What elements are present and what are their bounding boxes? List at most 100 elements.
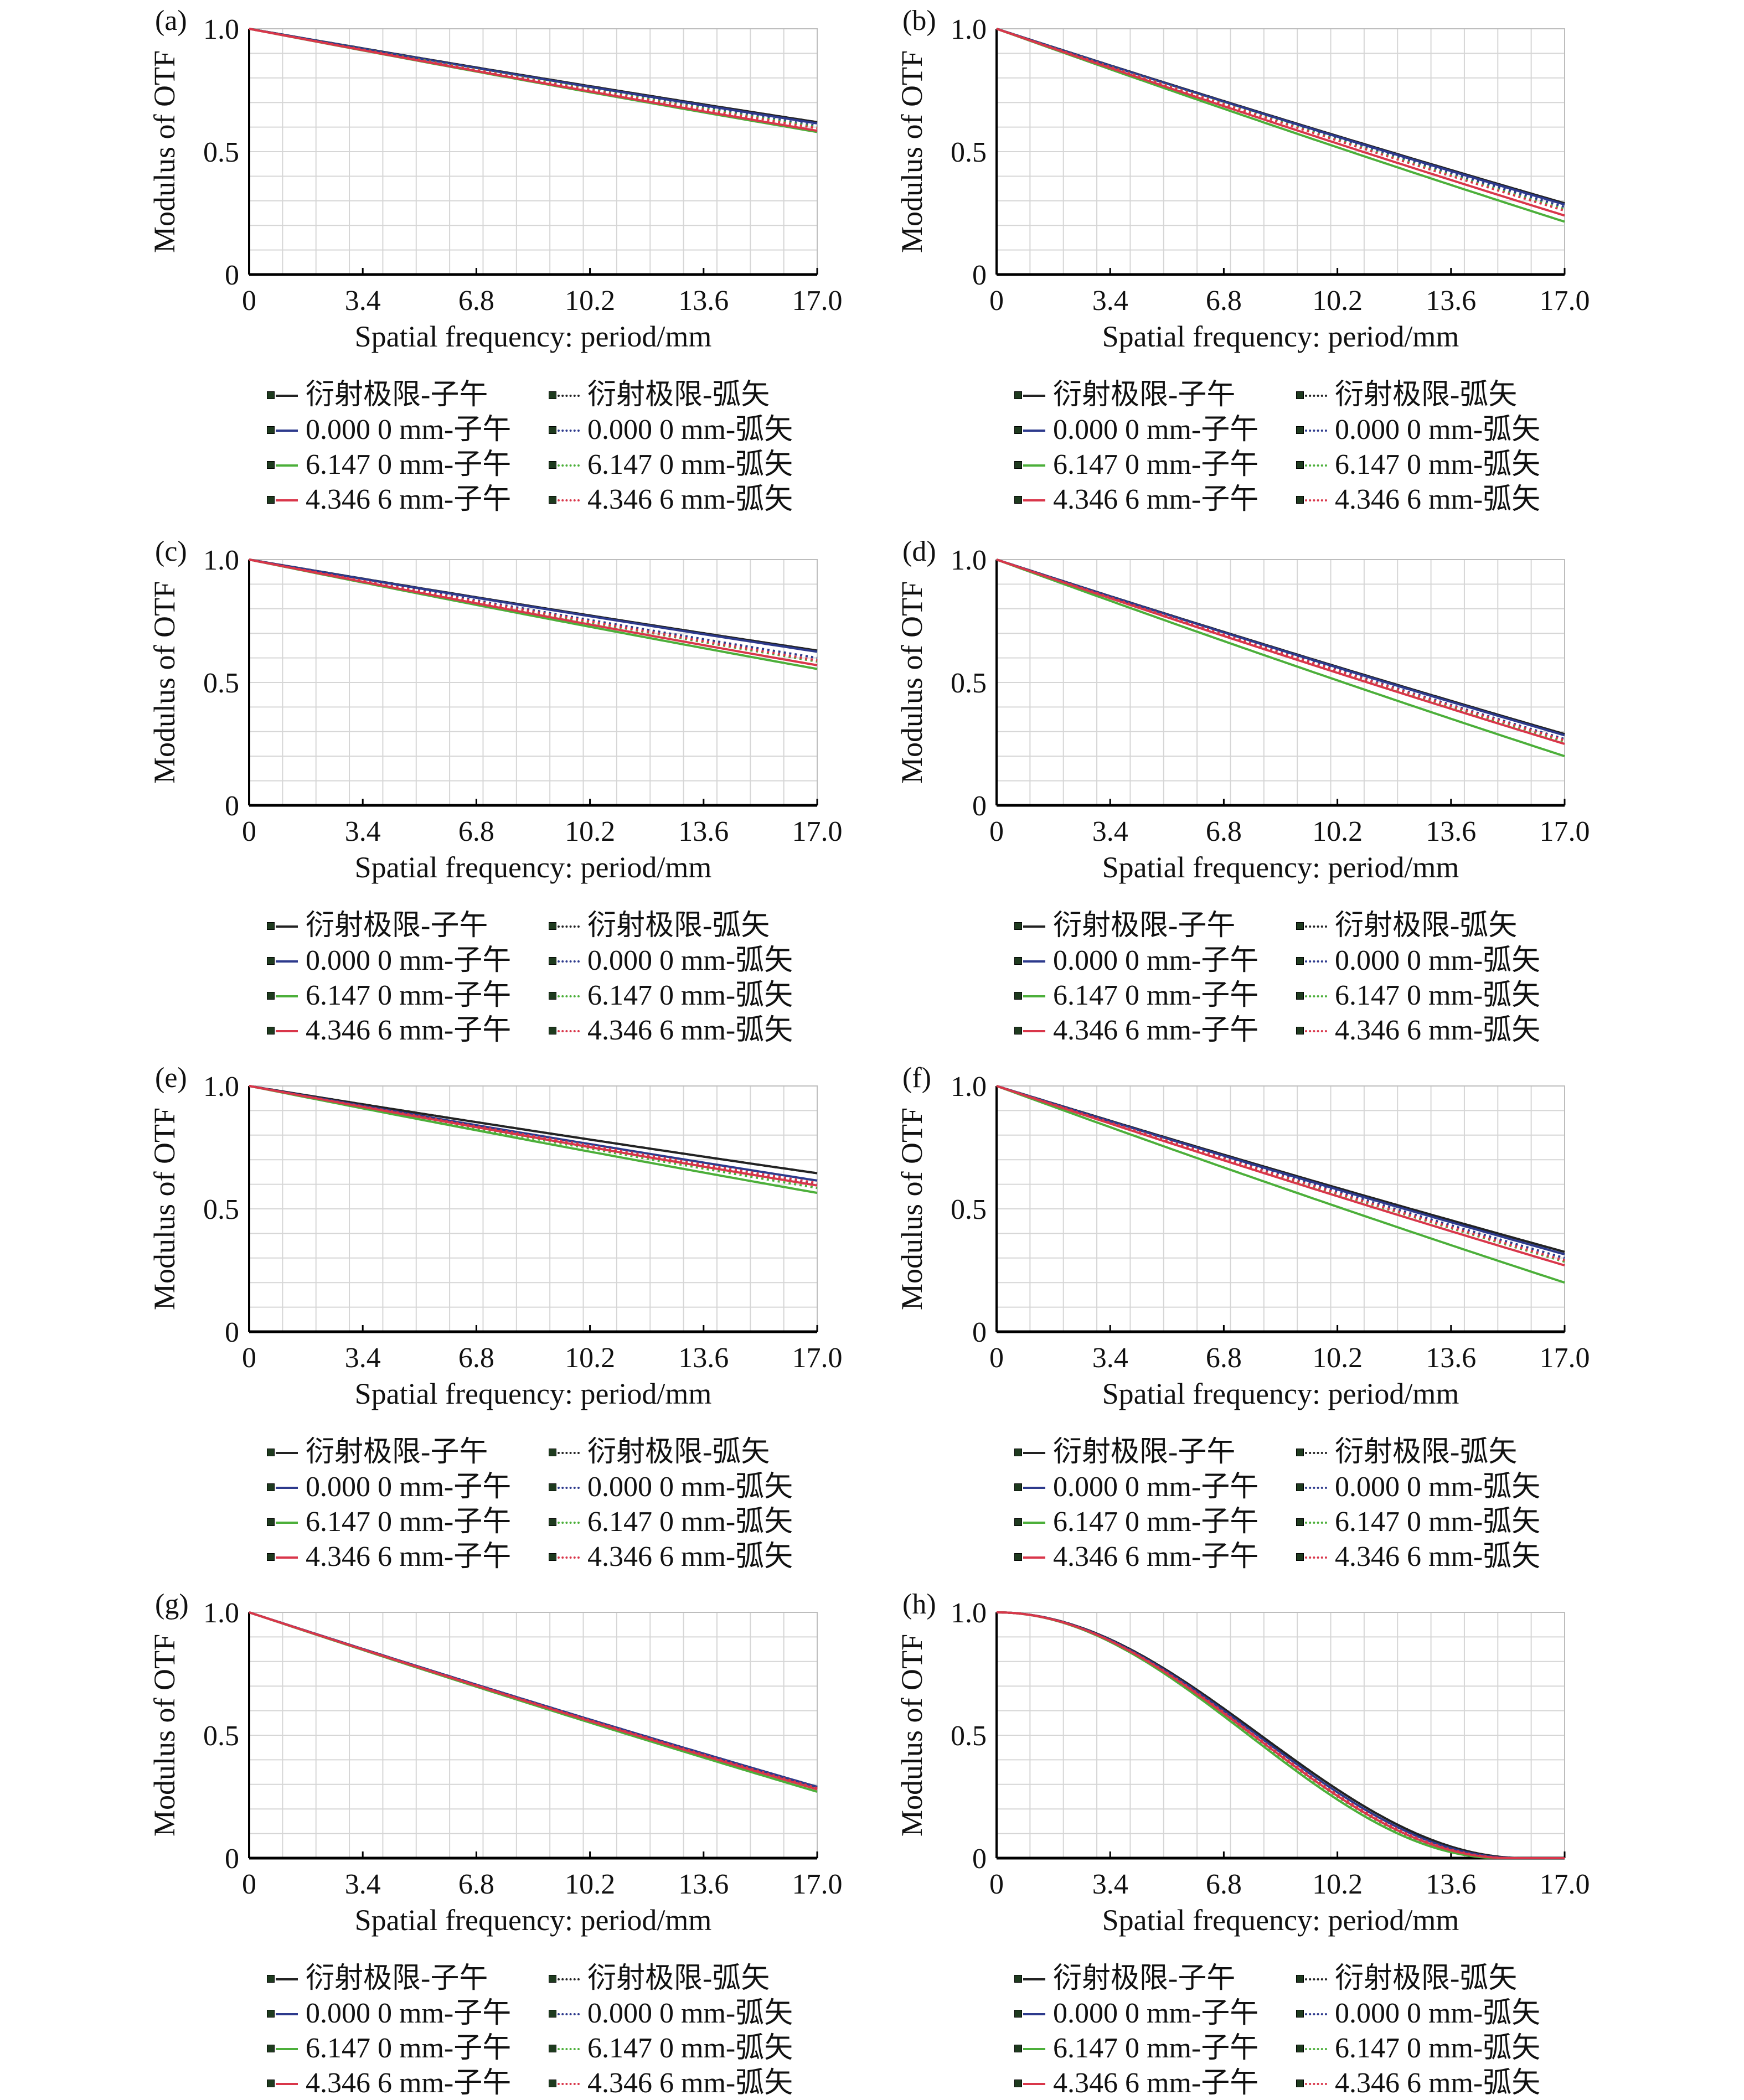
y-tick-label: 0 xyxy=(972,1843,987,1875)
legend-entry: 0.000 0 mm-子午 xyxy=(265,944,511,977)
legend-swatch-icon xyxy=(546,379,582,412)
legend-entry: 衍射极限-子午 xyxy=(1012,909,1235,943)
legend-label: 0.000 0 mm-子午 xyxy=(1053,414,1259,446)
legend-entry: 衍射极限-弧矢 xyxy=(1294,1962,1517,1995)
legend-swatch-icon xyxy=(265,1540,300,1574)
legend-swatch-icon xyxy=(1294,1014,1329,1047)
x-tick-label: 13.6 xyxy=(1426,816,1476,847)
y-tick-label: 1.0 xyxy=(203,1071,239,1103)
y-axis-title: Modulus of OTF xyxy=(148,581,181,784)
y-tick-label: 1.0 xyxy=(203,1597,239,1629)
legend-label: 0.000 0 mm-子午 xyxy=(1053,945,1259,976)
legend-label: 衍射极限-子午 xyxy=(1053,910,1236,942)
legend-label: 4.346 6 mm-弧矢 xyxy=(587,1541,793,1573)
series-line-6 xyxy=(249,558,818,666)
y-tick-label: 1.0 xyxy=(951,1071,987,1103)
x-tick-label: 13.6 xyxy=(678,285,729,317)
x-tick-label: 0 xyxy=(989,1869,1004,1900)
legend-swatch-icon xyxy=(1294,1997,1329,2030)
x-axis-title: Spatial frequency: period/mm xyxy=(1102,320,1459,353)
chart-panel-0: (a) 0 0.5 1.0 0 3.4 6.8 10.2 13.6 17.0 Spatial fre… xyxy=(148,5,843,353)
legend-label: 6.147 0 mm-弧矢 xyxy=(587,980,793,1011)
x-tick-label: 13.6 xyxy=(1426,285,1476,317)
legend-swatch-icon xyxy=(1012,1962,1048,1995)
legend-label: 衍射极限-子午 xyxy=(1053,1963,1236,1994)
chart-panel-1: (b) 0 0.5 1.0 0 3.4 6.8 10.2 13.6 17.0 Spatial fre… xyxy=(895,5,1590,353)
legend-swatch-icon xyxy=(546,1997,582,2030)
x-tick-label: 13.6 xyxy=(1426,1342,1476,1374)
legend-swatch-icon xyxy=(1012,979,1048,1012)
legend-swatch-icon xyxy=(1294,483,1329,516)
x-tick-label: 10.2 xyxy=(1312,1342,1363,1374)
legend-label: 衍射极限-弧矢 xyxy=(587,910,770,942)
legend-entry: 6.147 0 mm-子午 xyxy=(1012,979,1258,1012)
legend-swatch-icon xyxy=(265,1471,300,1504)
chart-panel-4: (e) 0 0.5 1.0 0 3.4 6.8 10.2 13.6 17.0 Spatial fre… xyxy=(148,1062,843,1410)
series-line-6 xyxy=(249,1611,818,1791)
legend-entry: 4.346 6 mm-弧矢 xyxy=(1294,483,1540,516)
x-tick-label: 17.0 xyxy=(792,816,843,847)
y-tick-label: 1.0 xyxy=(203,545,239,576)
legend-swatch-icon xyxy=(1294,909,1329,943)
legend-label: 6.147 0 mm-子午 xyxy=(306,1506,512,1538)
legend-entry: 4.346 6 mm-子午 xyxy=(265,2067,511,2100)
y-tick-label: 0.5 xyxy=(203,1194,239,1225)
legend-label: 6.147 0 mm-弧矢 xyxy=(1335,1506,1541,1538)
legend-entry: 0.000 0 mm-子午 xyxy=(265,1471,511,1504)
legend-label: 6.147 0 mm-子午 xyxy=(1053,980,1259,1011)
x-tick-label: 6.8 xyxy=(458,1342,494,1374)
legend-entry: 6.147 0 mm-弧矢 xyxy=(1294,448,1540,482)
panel-label: (h) xyxy=(902,1589,936,1620)
legend-swatch-icon xyxy=(546,1962,582,1995)
legend-label: 衍射极限-子午 xyxy=(306,379,488,411)
legend-entry: 6.147 0 mm-弧矢 xyxy=(546,2032,793,2065)
legend-entry: 6.147 0 mm-弧矢 xyxy=(546,448,793,482)
x-tick-label: 0 xyxy=(242,816,256,847)
x-tick-label: 0 xyxy=(989,285,1004,317)
legend-label: 4.346 6 mm-子午 xyxy=(1053,1015,1259,1046)
legend-label: 4.346 6 mm-弧矢 xyxy=(1335,1015,1541,1046)
legend-label: 4.346 6 mm-弧矢 xyxy=(587,484,793,515)
legend-entry: 4.346 6 mm-子午 xyxy=(1012,1014,1258,1047)
y-axis-title: Modulus of OTF xyxy=(895,1634,928,1837)
legend-swatch-icon xyxy=(1012,2032,1048,2065)
legend-entry: 衍射极限-子午 xyxy=(265,379,488,412)
y-tick-label: 0 xyxy=(972,260,987,291)
series-line-7 xyxy=(249,558,818,661)
panel-label: (c) xyxy=(155,536,187,567)
legend-entry: 0.000 0 mm-子午 xyxy=(265,1997,511,2030)
legend-swatch-icon xyxy=(1012,2067,1048,2100)
y-tick-label: 0.5 xyxy=(203,668,239,699)
legend-entry: 0.000 0 mm-子午 xyxy=(1012,1471,1258,1504)
legend-label: 6.147 0 mm-子午 xyxy=(1053,449,1259,480)
legend-swatch-icon xyxy=(1012,1471,1048,1504)
legend-swatch-icon xyxy=(265,2067,300,2100)
legend-label: 衍射极限-子午 xyxy=(1053,379,1236,411)
legend-entry: 6.147 0 mm-子午 xyxy=(1012,2032,1258,2065)
legend-swatch-icon xyxy=(265,2032,300,2065)
legend-label: 6.147 0 mm-子午 xyxy=(1053,1506,1259,1538)
x-tick-label: 3.4 xyxy=(345,1869,381,1900)
y-tick-label: 0 xyxy=(972,790,987,822)
legend-entry: 0.000 0 mm-弧矢 xyxy=(546,944,793,977)
legend-swatch-icon xyxy=(546,2067,582,2100)
legend-label: 衍射极限-弧矢 xyxy=(1335,1436,1518,1468)
legend-swatch-icon xyxy=(546,483,582,516)
legend-entry: 0.000 0 mm-弧矢 xyxy=(1294,1471,1540,1504)
legend-swatch-icon xyxy=(265,909,300,943)
legend-entry: 4.346 6 mm-弧矢 xyxy=(546,1540,793,1574)
x-tick-label: 0 xyxy=(242,1869,256,1900)
x-tick-label: 10.2 xyxy=(1312,285,1363,317)
legend-entry: 0.000 0 mm-子午 xyxy=(265,413,511,447)
legend-label: 0.000 0 mm-弧矢 xyxy=(1335,1471,1541,1503)
x-tick-label: 6.8 xyxy=(1206,1342,1242,1374)
legend-swatch-icon xyxy=(546,909,582,943)
y-axis-title: Modulus of OTF xyxy=(895,1108,928,1310)
legend-entry: 6.147 0 mm-弧矢 xyxy=(1294,979,1540,1012)
legend-label: 4.346 6 mm-弧矢 xyxy=(1335,2067,1541,2099)
legend-entry: 6.147 0 mm-弧矢 xyxy=(1294,2032,1540,2065)
y-tick-label: 1.0 xyxy=(951,14,987,45)
legend-label: 4.346 6 mm-子午 xyxy=(306,1015,512,1046)
series-line-4 xyxy=(996,1085,1565,1284)
